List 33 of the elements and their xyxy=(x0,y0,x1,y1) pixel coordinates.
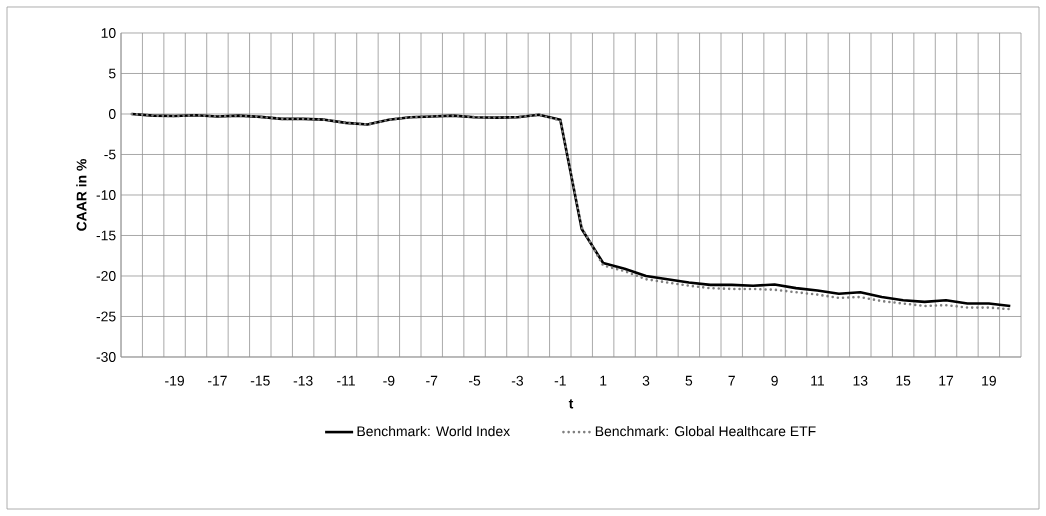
x-tick-label: 19 xyxy=(982,375,996,386)
y-tick-label: -5 xyxy=(104,149,116,160)
x-tick-label: 3 xyxy=(642,375,650,386)
x-tick-label: 7 xyxy=(728,375,735,386)
legend-label: Benchmark: Global Healthcare ETF xyxy=(595,425,816,437)
x-tick-label: -17 xyxy=(207,375,227,386)
x-tick-label: -1 xyxy=(554,375,566,386)
x-tick-label: 1 xyxy=(600,375,607,386)
y-tick-label: -30 xyxy=(96,352,116,362)
y-tick-label: -15 xyxy=(96,230,116,241)
x-tick-label: -7 xyxy=(426,375,438,386)
x-tick-label: 9 xyxy=(771,375,778,386)
x-tick-label: 17 xyxy=(939,375,954,386)
x-tick-label: -19 xyxy=(165,375,184,386)
y-axis-title: CAAR in % xyxy=(76,158,87,231)
y-tick-label: 5 xyxy=(108,68,116,79)
x-tick-label: -5 xyxy=(469,375,481,386)
x-tick-label: 15 xyxy=(896,375,911,386)
x-tick-label: 13 xyxy=(853,375,868,386)
y-tick-label: 0 xyxy=(108,109,116,119)
x-tick-label: -9 xyxy=(383,375,395,386)
x-tick-label: 11 xyxy=(811,375,824,386)
x-tick-label: -11 xyxy=(337,375,355,386)
x-axis-title: t xyxy=(568,399,574,409)
legend-label: Benchmark: World Index xyxy=(357,425,510,437)
x-tick-label: 5 xyxy=(685,375,693,386)
y-tick-label: -20 xyxy=(96,271,116,281)
x-tick-label: -15 xyxy=(250,375,270,386)
x-tick-label: -13 xyxy=(293,375,313,386)
y-tick-label: -10 xyxy=(96,190,116,200)
y-tick-label: -25 xyxy=(96,311,116,322)
x-tick-label: -3 xyxy=(511,375,524,386)
y-tick-label: 10 xyxy=(101,28,116,38)
